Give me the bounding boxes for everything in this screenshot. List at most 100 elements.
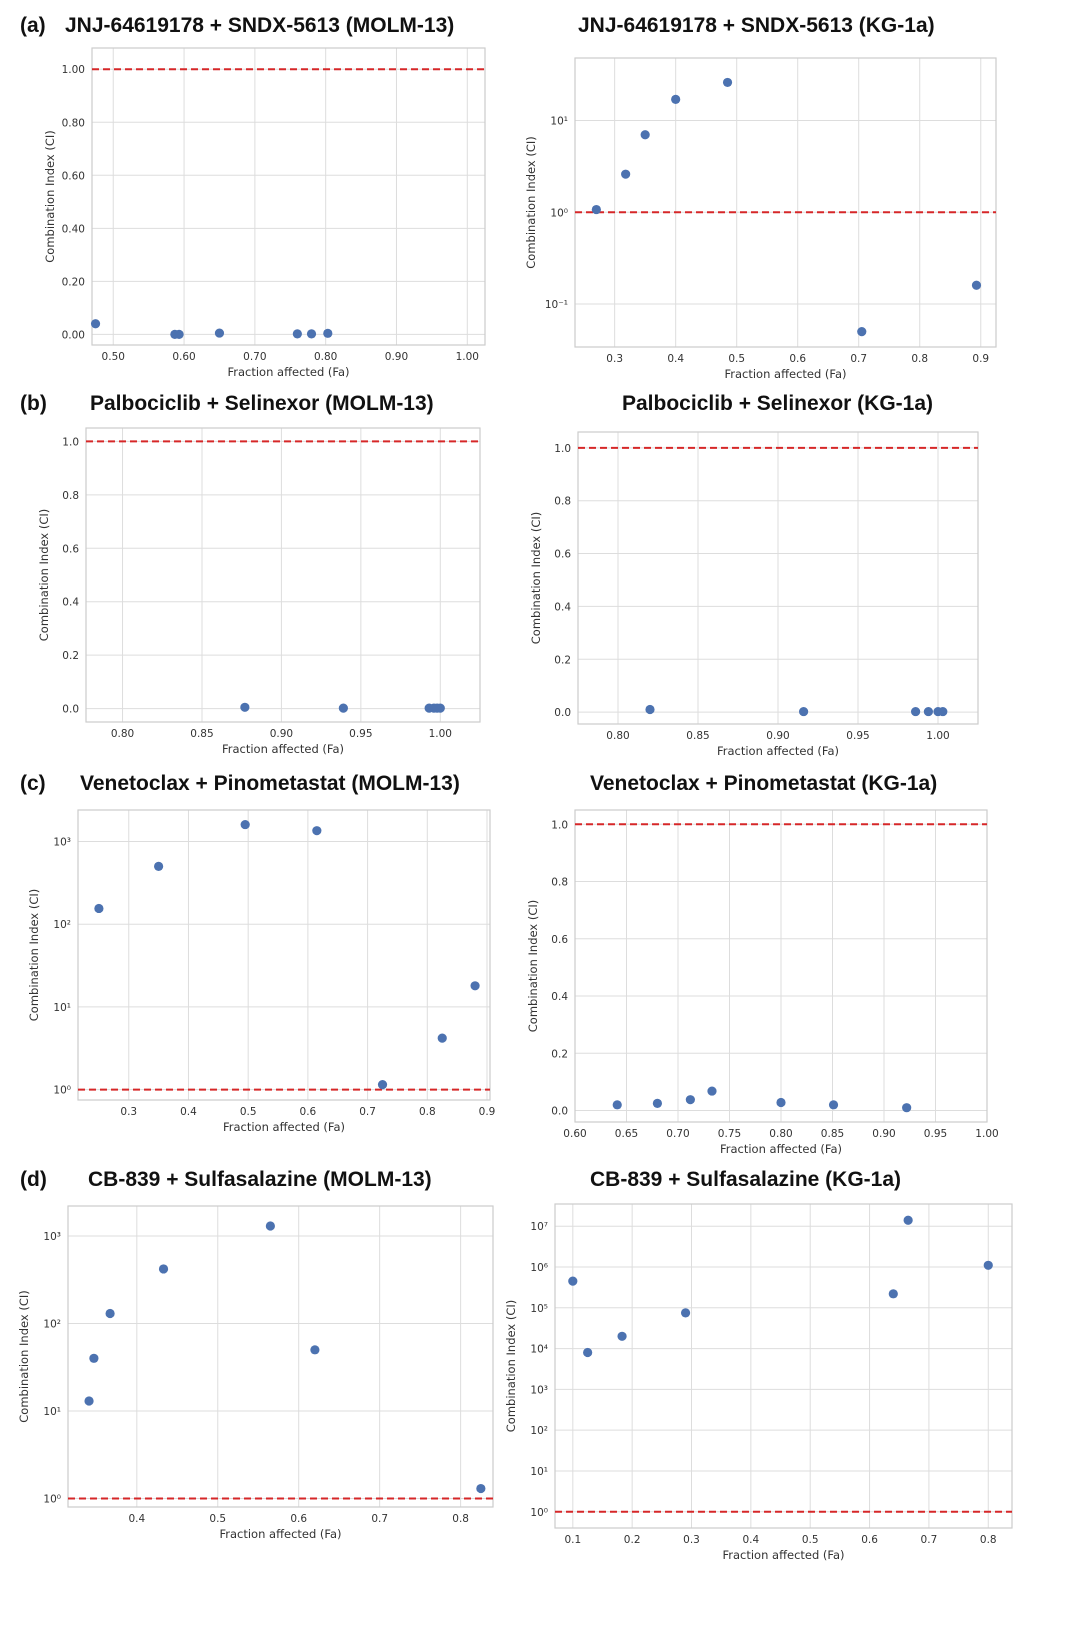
- y-axis-label: Combination Index (CI): [526, 900, 540, 1033]
- data-point: [214, 328, 225, 338]
- data-point: [174, 329, 184, 339]
- plot-frame: [574, 809, 988, 1123]
- data-point: [470, 981, 480, 991]
- data-point: [437, 1033, 447, 1043]
- y-tick-label: 0.4: [554, 601, 571, 613]
- data-point: [903, 1215, 913, 1225]
- y-tick-label: 10¹: [550, 116, 568, 128]
- plot-frame: [574, 57, 997, 348]
- y-tick-label: 0.0: [551, 1106, 568, 1118]
- x-tick-label: 0.9: [972, 353, 989, 365]
- x-tick-label: 0.2: [624, 1534, 641, 1546]
- data-point: [94, 903, 104, 914]
- data-point: [323, 328, 333, 338]
- x-axis-label: Fraction affected (Fa): [722, 1548, 844, 1562]
- y-tick-label: 0.2: [554, 654, 571, 666]
- y-tick-label: 0.60: [62, 170, 85, 182]
- y-tick-label: 10¹: [53, 1002, 71, 1014]
- y-tick-label: 10²: [43, 1318, 61, 1330]
- data-point: [902, 1103, 912, 1113]
- data-point: [680, 1308, 691, 1318]
- y-tick-label: 10³: [43, 1231, 61, 1243]
- data-point: [435, 703, 445, 713]
- x-tick-label: 0.70: [243, 351, 266, 363]
- data-point: [911, 706, 921, 717]
- y-axis-label: Combination Index (CI): [504, 1300, 518, 1433]
- x-tick-label: 0.8: [980, 1534, 997, 1546]
- y-tick-label: 0.6: [551, 934, 568, 946]
- y-axis-label: Combination Index (CI): [529, 512, 543, 645]
- x-tick-label: 0.6: [789, 353, 806, 365]
- chart-title-a-molm13: JNJ-64619178 + SNDX-5613 (MOLM-13): [65, 14, 455, 37]
- data-point: [612, 1100, 622, 1110]
- data-point: [240, 819, 250, 830]
- y-tick-label: 10²: [530, 1425, 548, 1437]
- x-tick-label: 0.8: [419, 1106, 436, 1118]
- x-axis-label: Fraction affected (Fa): [223, 1120, 345, 1134]
- y-tick-label: 10²: [53, 919, 71, 931]
- panel-label-a: (a): [20, 14, 46, 37]
- panel-label-c: (c): [20, 772, 46, 795]
- x-tick-label: 0.6: [300, 1106, 317, 1118]
- data-point: [645, 704, 655, 715]
- x-tick-label: 0.60: [172, 351, 195, 363]
- x-tick-label: 0.95: [349, 728, 372, 740]
- data-point: [652, 1098, 663, 1108]
- x-tick-label: 0.4: [180, 1106, 197, 1118]
- x-tick-label: 0.7: [359, 1106, 376, 1118]
- data-point: [857, 327, 867, 337]
- y-tick-label: 0.80: [62, 117, 85, 129]
- x-tick-label: 0.5: [209, 1513, 226, 1525]
- chart-title-c-kg1a: Venetoclax + Pinometastat (KG-1a): [590, 772, 938, 795]
- y-tick-label: 10⁴: [530, 1344, 548, 1356]
- y-tick-label: 0.8: [554, 496, 571, 508]
- y-tick-label: 0.0: [554, 707, 571, 719]
- x-tick-label: 0.8: [911, 353, 928, 365]
- chart-title-a-kg1a: JNJ-64619178 + SNDX-5613 (KG-1a): [578, 14, 935, 37]
- x-tick-label: 0.5: [240, 1106, 257, 1118]
- x-tick-label: 0.5: [802, 1534, 819, 1546]
- y-tick-label: 10⁰: [530, 1507, 548, 1519]
- y-tick-label: 10⁻¹: [545, 299, 568, 311]
- x-tick-label: 0.60: [563, 1128, 586, 1140]
- x-tick-label: 0.9: [479, 1106, 496, 1118]
- y-tick-label: 1.0: [62, 436, 79, 448]
- x-tick-label: 0.7: [371, 1513, 388, 1525]
- x-tick-label: 0.90: [872, 1128, 895, 1140]
- data-point: [685, 1095, 695, 1105]
- x-tick-label: 1.00: [926, 730, 949, 742]
- y-tick-label: 10⁰: [43, 1494, 61, 1506]
- x-tick-label: 0.6: [861, 1534, 878, 1546]
- data-point: [338, 703, 348, 713]
- data-point: [583, 1347, 593, 1358]
- x-tick-label: 0.80: [111, 728, 134, 740]
- x-tick-label: 1.00: [975, 1128, 998, 1140]
- plot-frame: [577, 431, 979, 725]
- x-tick-label: 0.95: [924, 1128, 947, 1140]
- x-tick-label: 0.70: [666, 1128, 689, 1140]
- data-point: [621, 169, 631, 179]
- y-tick-label: 0.8: [62, 490, 79, 502]
- x-tick-label: 0.7: [850, 353, 867, 365]
- chart-title-c-molm13: Venetoclax + Pinometastat (MOLM-13): [80, 772, 460, 795]
- data-point: [105, 1308, 115, 1319]
- data-point: [828, 1100, 839, 1110]
- plot-frame: [77, 809, 491, 1101]
- x-tick-label: 0.7: [921, 1534, 938, 1546]
- x-axis-label: Fraction affected (Fa): [222, 742, 344, 756]
- data-point: [476, 1483, 486, 1494]
- y-tick-label: 0.2: [551, 1048, 568, 1060]
- y-axis-label: Combination Index (CI): [524, 136, 538, 269]
- x-tick-label: 0.6: [290, 1513, 307, 1525]
- y-tick-label: 0.0: [62, 704, 79, 716]
- y-tick-label: 0.00: [62, 329, 85, 341]
- data-point: [707, 1086, 717, 1096]
- y-tick-label: 0.6: [554, 549, 571, 561]
- y-tick-label: 10¹: [530, 1466, 548, 1478]
- x-tick-label: 0.5: [728, 353, 745, 365]
